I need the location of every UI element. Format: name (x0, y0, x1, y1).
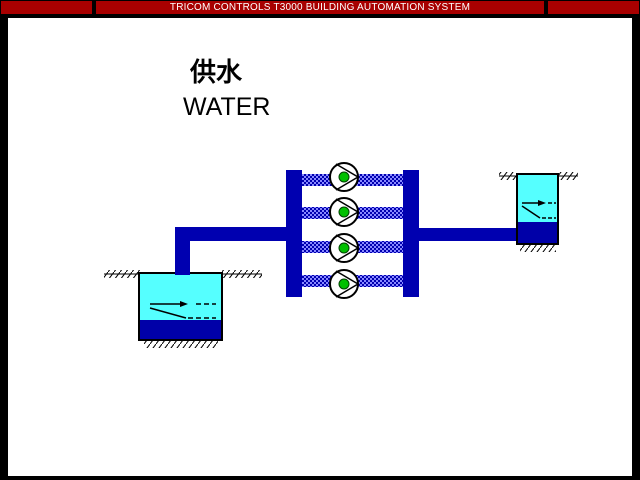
title-bar-left-segment (1, 1, 92, 14)
window-title: TRICOM CONTROLS T3000 BUILDING AUTOMATIO… (96, 1, 544, 14)
source-tank-level-arrow (180, 301, 188, 307)
diagram-title-english: WATER (183, 93, 271, 121)
pump-2[interactable] (329, 197, 360, 227)
supply-tank (499, 172, 578, 252)
suction-header (286, 170, 302, 297)
discharge-header (403, 170, 419, 297)
source-tank-water-light (140, 274, 221, 320)
pump-4[interactable] (329, 269, 360, 299)
title-bar: TRICOM CONTROLS T3000 BUILDING AUTOMATIO… (0, 0, 640, 16)
source-tank (104, 270, 262, 348)
supply-tank-float-arm (521, 205, 541, 219)
pump-3-status-icon (338, 242, 350, 254)
supply-tank-water-light (518, 175, 557, 222)
diagram-title-chinese: 供水 (190, 58, 243, 88)
supply-tank-water-deep (518, 222, 557, 243)
source-tank-float-arm (149, 307, 187, 319)
source-tank-base-hatch (144, 340, 218, 348)
supply-tank-level-arrow (538, 200, 546, 206)
title-bar-right-segment (548, 1, 639, 14)
discharge-pipe (419, 228, 519, 241)
pump-1-status-icon (338, 171, 350, 183)
source-tank-water-deep (140, 320, 221, 339)
supply-tank-base-hatch (520, 244, 556, 252)
pump-3[interactable] (329, 233, 360, 263)
suction-pipe (175, 227, 287, 275)
pump-1[interactable] (329, 162, 360, 192)
pump-4-status-icon (338, 278, 350, 290)
pump-2-status-icon (338, 206, 350, 218)
